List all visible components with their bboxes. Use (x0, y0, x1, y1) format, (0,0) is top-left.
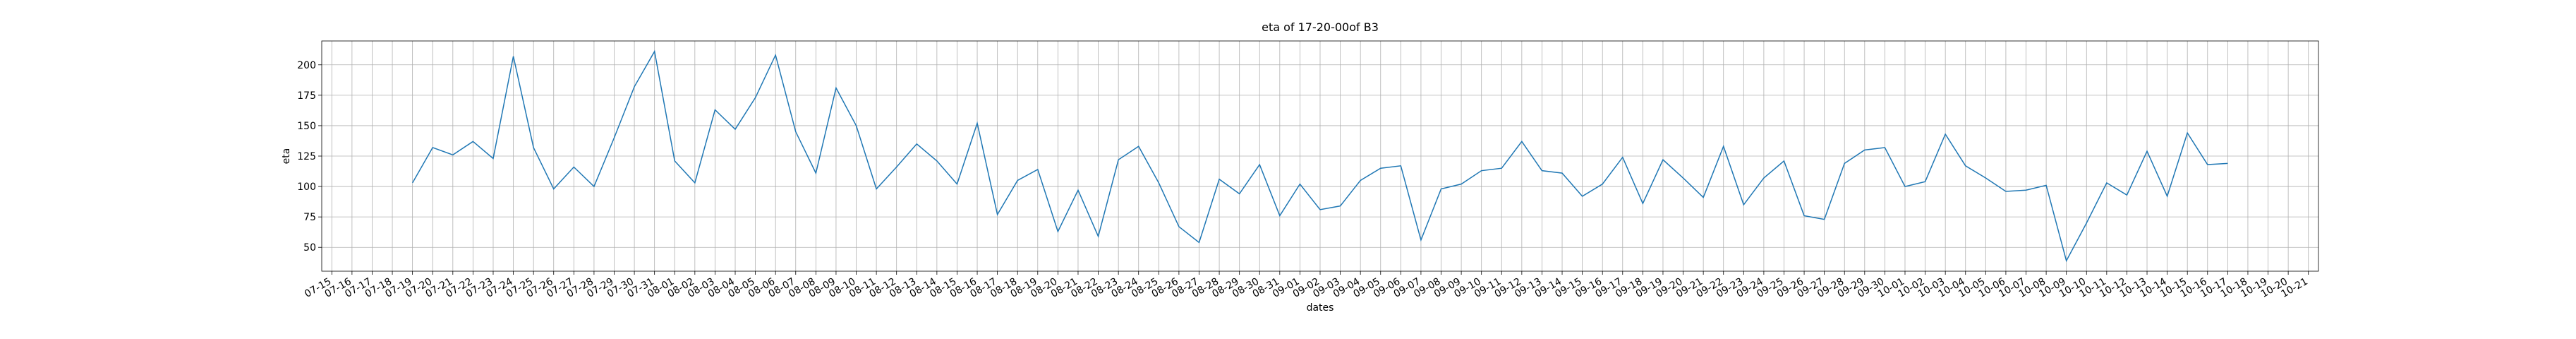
y-tick-label: 125 (297, 151, 316, 162)
y-tick-label: 150 (297, 121, 316, 132)
y-axis-label: eta (281, 148, 292, 165)
plot-frame (321, 40, 2319, 272)
y-tick-label: 200 (297, 60, 316, 71)
chart-title: eta of 17-20-00of B3 (1262, 20, 1379, 34)
x-axis-label: dates (1307, 302, 1334, 314)
y-tick-label: 75 (303, 212, 316, 223)
y-tick-label: 100 (297, 182, 316, 193)
data-line (411, 49, 2228, 263)
y-tick-label: 175 (297, 90, 316, 102)
y-tick-label: 50 (303, 242, 316, 254)
